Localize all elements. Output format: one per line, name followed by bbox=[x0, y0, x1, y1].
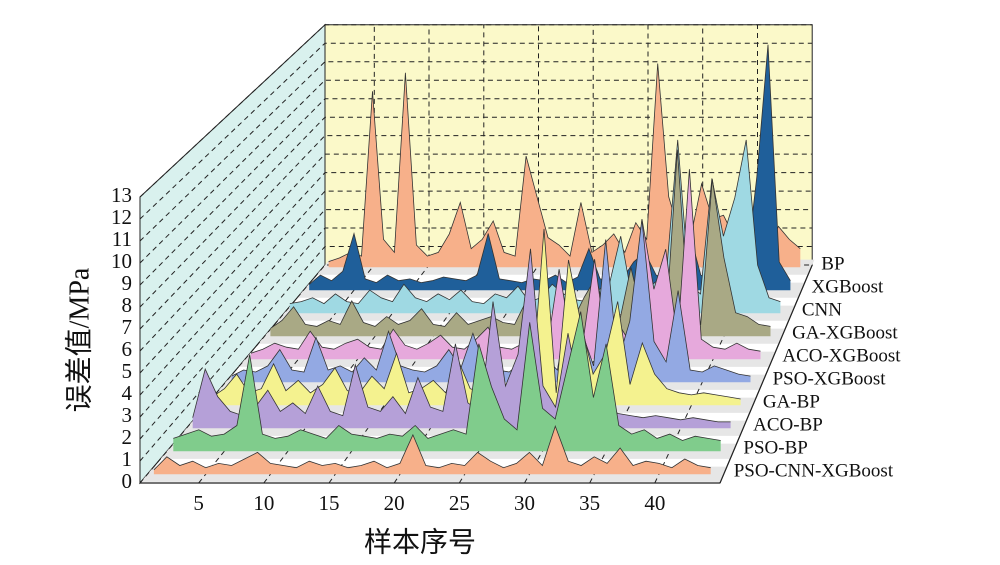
legend-label: ACO-XGBoost bbox=[782, 346, 901, 367]
y-tick-label: 0 bbox=[122, 469, 133, 493]
y-tick-label: 9 bbox=[122, 271, 133, 295]
x-tick-label: 30 bbox=[514, 491, 535, 515]
x-tick-label: 40 bbox=[644, 491, 665, 515]
y-tick-label: 13 bbox=[111, 183, 132, 207]
legend-label: PSO-BP bbox=[743, 438, 807, 459]
grid-line bbox=[139, 42, 813, 220]
series-area bbox=[270, 149, 771, 337]
series-area bbox=[173, 311, 721, 452]
y-tick-label: 10 bbox=[111, 249, 132, 273]
y-tick-label: 12 bbox=[111, 205, 132, 229]
y-tick-label: 4 bbox=[122, 381, 133, 405]
grid-line bbox=[139, 172, 813, 374]
y-tick-label: 6 bbox=[122, 337, 133, 361]
legend-label: CNN bbox=[802, 300, 842, 321]
grid-line bbox=[139, 61, 813, 242]
y-tick-label: 11 bbox=[112, 227, 132, 251]
legend-label: GA-BP bbox=[763, 392, 820, 413]
y-tick-label: 2 bbox=[122, 425, 133, 449]
series-line bbox=[153, 424, 711, 471]
grid-line bbox=[139, 153, 813, 352]
series-area bbox=[192, 248, 731, 429]
grid-line bbox=[328, 24, 485, 484]
legend-label: BP bbox=[821, 254, 844, 275]
series-area bbox=[231, 219, 751, 383]
legend-label: XGBoost bbox=[812, 277, 885, 298]
grid-line bbox=[139, 190, 813, 396]
series-line bbox=[328, 63, 801, 262]
y-tick-label: 5 bbox=[122, 359, 133, 383]
x-tick-label: 35 bbox=[579, 491, 600, 515]
right-edge bbox=[719, 264, 813, 484]
x-tick-label: 25 bbox=[449, 491, 470, 515]
x-tick-label: 10 bbox=[253, 491, 274, 515]
x-tick-label: 15 bbox=[318, 491, 339, 515]
legend-label: PSO-CNN-XGBoost bbox=[734, 461, 894, 482]
series-line bbox=[173, 311, 721, 441]
grid-line bbox=[139, 209, 813, 418]
y-tick-label: 1 bbox=[122, 447, 133, 471]
x-tick-label: 20 bbox=[384, 491, 405, 515]
y-axis-label: 误差值/MPa bbox=[63, 267, 95, 412]
grid-line bbox=[139, 116, 813, 308]
legend-label: ACO-BP bbox=[753, 415, 823, 436]
x-axis-label: 样本序号 bbox=[364, 526, 476, 558]
y-tick-label: 8 bbox=[122, 293, 133, 317]
x-tick-label: 5 bbox=[193, 491, 204, 515]
y-tick-label: 7 bbox=[122, 315, 133, 339]
legend-label: GA-XGBoost bbox=[792, 323, 898, 344]
series-line bbox=[192, 248, 731, 423]
legend-label: PSO-XGBoost bbox=[773, 369, 887, 390]
grid-line bbox=[139, 98, 813, 286]
series-area bbox=[309, 44, 791, 291]
grid-line bbox=[139, 24, 813, 198]
y-tick-label: 3 bbox=[122, 403, 133, 427]
